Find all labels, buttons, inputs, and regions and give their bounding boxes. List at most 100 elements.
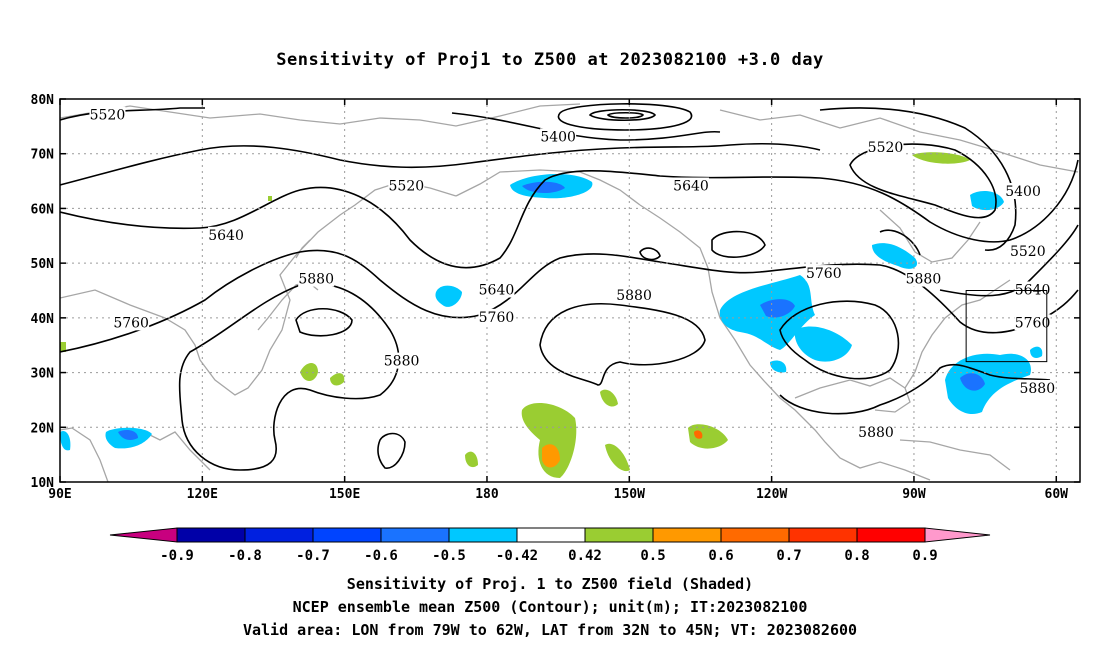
contour-label-bg [867, 139, 904, 156]
contour-label-bg [1014, 281, 1051, 298]
shade-positive-central-pacific-c [605, 443, 630, 472]
contour-label-bg [905, 270, 942, 287]
colorbar-label: 0.9 [912, 548, 937, 564]
contour-label: 5640 [208, 228, 244, 244]
shade-negative-bay-bengal [60, 430, 71, 451]
shade-negative-atlantic-east [1030, 346, 1043, 358]
shade-positive-south-pacific-b [268, 196, 272, 201]
lat-tick-label: 40N [31, 312, 55, 327]
contour-label-bg [1014, 314, 1051, 331]
colorbar-bin [788, 527, 858, 543]
lat-tick-label: 50N [31, 257, 55, 272]
shade-positive-west-pacific-b [330, 373, 345, 386]
contour-label-bg [208, 226, 245, 243]
contour-label: 5400 [540, 129, 576, 145]
contour-label-bg [478, 281, 515, 298]
colorbar-label: -0.9 [160, 548, 194, 564]
coast-arctic [60, 103, 581, 127]
lat-tick-label: 70N [31, 148, 55, 163]
contour-label: 5520 [90, 107, 126, 123]
shade-negative-central-us [794, 326, 852, 362]
map-frame [59, 98, 1081, 483]
contour-label-bg [672, 177, 709, 194]
contour-5760 [60, 249, 1079, 353]
shade-positive-central-pacific [521, 403, 577, 478]
colorbar-label: 0.7 [776, 548, 801, 564]
shade-negative-atlantic-core [960, 373, 985, 391]
lat-tick-label: 60N [31, 202, 55, 217]
shade-positive-east-pacific-core [694, 430, 703, 439]
colorbar-arrow-right [924, 527, 991, 543]
contour-5880-alaska-small [639, 247, 661, 261]
colorbar-label: 0.6 [708, 548, 733, 564]
contour-5400-inner2 [606, 111, 645, 119]
caption-valid-area: Valid area: LON from 79W to 62W, LAT fro… [242, 621, 858, 639]
contour-label-bg [540, 128, 577, 145]
contour-label: 5880 [858, 425, 894, 441]
lon-tick-label: 90E [48, 487, 71, 502]
coast-east-us [904, 279, 1011, 389]
colorbar-bin [244, 527, 314, 543]
lat-tick-label: 10N [31, 476, 55, 491]
shade-negative-pacific [435, 285, 462, 307]
gridlines [60, 99, 1080, 482]
shade-positive-east-pacific [688, 424, 728, 449]
valid-area-box [965, 290, 1048, 363]
contour-5640-east [939, 224, 1079, 297]
colorbar-bin [584, 527, 654, 543]
contour-label-bg [478, 308, 515, 325]
contour-label-bg [388, 177, 425, 194]
contour-label: 5760 [1015, 315, 1051, 331]
colorbar-arrow-left [109, 527, 178, 543]
contour-label-bg [616, 286, 653, 303]
contour-label-bg [1005, 183, 1042, 200]
lon-tick-label: 120E [187, 487, 218, 502]
colorbar-label: -0.42 [496, 548, 538, 564]
lon-tick-label: 90W [902, 487, 926, 502]
contour-label: 5520 [1010, 244, 1046, 260]
contour-label: 5880 [1019, 381, 1055, 397]
contour-5880-small [295, 308, 353, 337]
colorbar-label: 0.8 [844, 548, 869, 564]
contour-5520-a [60, 143, 821, 186]
colorbar-bin [380, 527, 450, 543]
lat-tick-label: 20N [31, 421, 55, 436]
contour-label-bg [383, 352, 420, 369]
lon-tick-label: 150W [614, 487, 645, 502]
contour-label-bg [89, 106, 126, 123]
contour-label-bg [1019, 379, 1056, 396]
contour-label: 5760 [806, 266, 842, 282]
shade-positive-west-pacific-a [300, 363, 318, 382]
contour-label: 5760 [113, 315, 149, 331]
coast-alaska [455, 169, 641, 206]
contour-label: 5880 [616, 288, 652, 304]
shade-negative-labrador [970, 190, 1004, 211]
colorbar-label: 0.42 [568, 548, 602, 564]
colorbar-bin [652, 527, 722, 543]
colorbar-label: -0.7 [296, 548, 330, 564]
colorbar-label: -0.5 [432, 548, 466, 564]
contour-label-bg [298, 270, 335, 287]
colorbar-bin [516, 527, 586, 543]
lon-tick-label: 150E [329, 487, 360, 502]
shade-negative-south-china-core [118, 430, 138, 440]
shade-positive-central-pacific-b [600, 389, 618, 407]
contour-label: 5520 [389, 179, 425, 195]
contour-5760-b [879, 229, 921, 256]
contour-5880-south-a [377, 432, 406, 469]
shade-negative-gulf-alaska-core [522, 181, 565, 194]
coast-asia [60, 181, 457, 396]
contour-5880-central [539, 303, 706, 386]
sensitivity-shading [60, 152, 1043, 478]
lat-tick-label: 30N [31, 367, 55, 382]
lon-tick-label: 120W [756, 487, 787, 502]
contour-5400-polar [557, 103, 693, 131]
contour-5880-us [779, 300, 900, 380]
contour-5400-inner [588, 109, 656, 121]
colorbar: -0.9 -0.8 -0.7 -0.6 -0.5 -0.42 0.42 0.5 0.6 0.7 0.… [109, 527, 991, 564]
lat-tick-label: 80N [31, 93, 55, 108]
contour-label: 5640 [673, 179, 709, 195]
lon-tick-label: 180 [475, 487, 499, 502]
shade-negative-canada [872, 243, 918, 269]
